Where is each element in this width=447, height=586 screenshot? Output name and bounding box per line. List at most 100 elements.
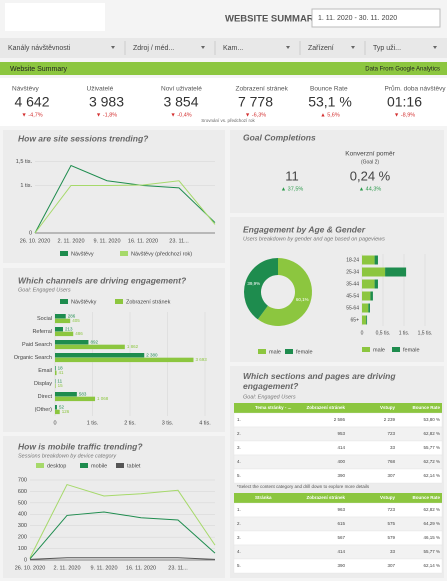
category-label: Social	[37, 316, 52, 322]
cell: 33	[390, 549, 396, 554]
date-range: 1. 11. 2020 - 30. 11. 2020	[318, 15, 397, 22]
category-label: 35-44	[346, 281, 359, 287]
bar-segment	[375, 280, 378, 289]
rate-change: ▲ 44,3%	[359, 186, 382, 192]
rate-label: Konverzní poměr	[345, 151, 395, 158]
bar-segment	[362, 316, 366, 325]
legend-label: male	[373, 347, 385, 353]
legend-swatch	[258, 349, 266, 354]
x-tick-label: 2 tis.	[124, 420, 136, 426]
value-label: 3 693	[195, 357, 207, 362]
x-tick-label: 0	[361, 330, 364, 336]
value-label: 41	[59, 370, 65, 375]
cell: 390	[337, 563, 345, 568]
cell: 1.	[237, 507, 241, 512]
kpi-value: 53,1 %	[308, 94, 352, 110]
bar-segment	[362, 292, 370, 301]
tables-title: Which sections and pages are driving eng…	[243, 371, 423, 391]
y-tick-label: 1 tis.	[20, 183, 32, 189]
legend-label: Návštěvy (předchozí rok)	[131, 251, 192, 257]
column-header: Zobrazení stránek	[306, 495, 345, 500]
category-label: Display	[34, 381, 52, 387]
bar	[55, 319, 70, 323]
x-tick-label: 0	[53, 420, 56, 426]
bar-segment	[362, 256, 375, 265]
kpi-label: Zobrazení stránek	[236, 86, 289, 93]
value-label: 486	[75, 331, 83, 336]
bar	[55, 371, 57, 375]
cell: 55,77 %	[423, 549, 440, 554]
legend-swatch	[120, 251, 128, 256]
filter[interactable]: Typ uži...	[373, 45, 401, 52]
cell: 2.	[237, 521, 241, 526]
category-label: Organic Search	[14, 355, 52, 361]
column-header: Bounce Rate	[412, 495, 440, 500]
tables-subtitle: Goal: Engaged Users	[243, 394, 296, 400]
cell: 53,80 %	[423, 417, 440, 422]
bar-segment	[375, 256, 378, 265]
legend-label: female	[296, 349, 313, 355]
cell: 4.	[237, 549, 241, 554]
kpi-change: ▼ -6,3%	[245, 112, 266, 118]
bar	[55, 397, 95, 401]
bar-segment	[368, 304, 370, 313]
bar-segment	[362, 280, 375, 289]
legend-swatch	[362, 347, 370, 352]
cell: 579	[387, 535, 395, 540]
x-tick-label: 26. 10. 2020	[15, 565, 46, 571]
category-label: Referral	[32, 329, 52, 335]
bar	[55, 345, 125, 349]
legend-swatch	[116, 463, 124, 468]
legend-swatch	[60, 251, 68, 256]
y-tick-label: 0	[29, 230, 32, 236]
filter[interactable]: Kanály návštěvnosti	[8, 45, 71, 52]
cell: 55,77 %	[423, 445, 440, 450]
x-tick-label: 9. 11. 2020	[93, 238, 120, 244]
x-tick-label: 1,5 tis.	[418, 330, 433, 336]
cell: 307	[387, 473, 395, 478]
legend-swatch	[392, 347, 400, 352]
kpi-label: Bounce Rate	[310, 86, 348, 93]
kpi-value: 3 983	[89, 94, 124, 110]
filter[interactable]: Zdroj / méd...	[133, 45, 174, 52]
filter[interactable]: Zařízení	[308, 45, 334, 52]
bar-segment	[370, 292, 373, 301]
cell: 62,72 %	[423, 459, 440, 464]
column-header: Vstupy	[380, 495, 396, 500]
kpi-value: 7 778	[238, 94, 273, 110]
cell: 723	[387, 431, 395, 436]
legend-label: tablet	[127, 463, 141, 469]
slice-label: 39,9%	[247, 281, 260, 286]
banner-right: Data From Google Analytics	[365, 67, 440, 73]
y-tick-label: 600	[18, 489, 27, 495]
legend-label: Návštěvky	[71, 299, 97, 305]
cell: 2 239	[384, 417, 396, 422]
bar	[55, 358, 193, 362]
chart-title: How are site sessions trending?	[18, 133, 149, 143]
legend-label: female	[403, 347, 420, 353]
cell: 963	[337, 507, 345, 512]
cell: 4.	[237, 459, 241, 464]
legend-swatch	[115, 299, 123, 304]
column-header: Bounce Rate	[412, 405, 440, 410]
column-header: Stránka	[255, 495, 272, 500]
kpi-change: ▲ 5,6%	[320, 112, 340, 118]
filter[interactable]: Kam...	[223, 45, 243, 52]
y-tick-label: 200	[18, 535, 27, 541]
legend-label: male	[269, 349, 281, 355]
kpi-value: 01:16	[387, 94, 422, 110]
category-label: 55-64	[346, 305, 359, 311]
y-tick-label: 1,5 tis.	[16, 159, 33, 165]
cell: 1.	[237, 417, 241, 422]
x-tick-label: 1 tis.	[87, 420, 99, 426]
legend-swatch	[36, 463, 44, 468]
value-label: 583	[79, 391, 87, 396]
value-label: 1 068	[97, 396, 109, 401]
cell: 414	[337, 549, 345, 554]
kpi-label: Noví uživatelé	[161, 86, 202, 93]
bar	[55, 384, 56, 388]
x-tick-label: 2. 11. 2020	[53, 565, 80, 571]
bar	[55, 353, 144, 357]
kpi-label: Návštěvy	[12, 86, 39, 93]
